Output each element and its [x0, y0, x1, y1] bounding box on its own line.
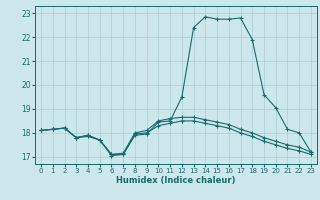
X-axis label: Humidex (Indice chaleur): Humidex (Indice chaleur)	[116, 176, 236, 185]
